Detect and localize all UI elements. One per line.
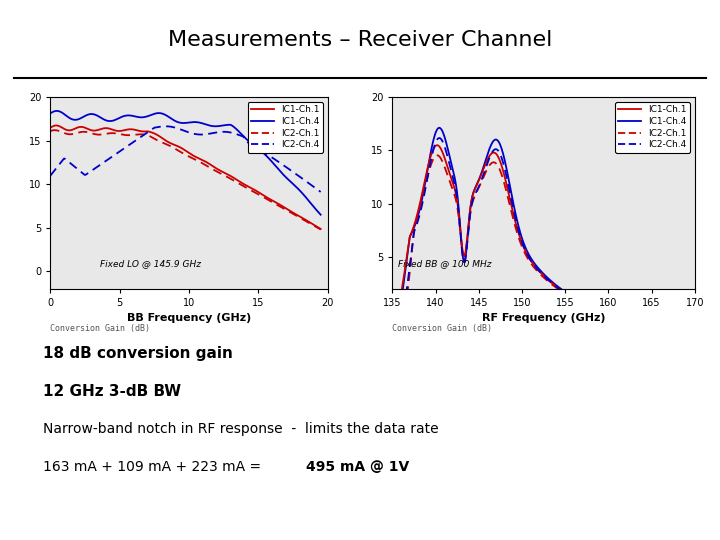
X-axis label: RF Frequency (GHz): RF Frequency (GHz) — [482, 314, 606, 323]
Text: 18 dB conversion gain: 18 dB conversion gain — [43, 346, 233, 361]
Legend: IC1-Ch.1, IC1-Ch.4, IC2-Ch.1, IC2-Ch.4: IC1-Ch.1, IC1-Ch.4, IC2-Ch.1, IC2-Ch.4 — [615, 102, 690, 153]
Text: Conversion Gain (dB): Conversion Gain (dB) — [50, 324, 150, 333]
Text: 163 mA + 109 mA + 223 mA =: 163 mA + 109 mA + 223 mA = — [43, 460, 266, 474]
X-axis label: BB Frequency (GHz): BB Frequency (GHz) — [127, 314, 251, 323]
Text: Measurements – Receiver Channel: Measurements – Receiver Channel — [168, 30, 552, 50]
Text: Fixed LO @ 145.9 GHz: Fixed LO @ 145.9 GHz — [100, 259, 202, 268]
Text: Fixed BB @ 100 MHz: Fixed BB @ 100 MHz — [398, 259, 492, 268]
Text: 12 GHz 3-dB BW: 12 GHz 3-dB BW — [43, 384, 181, 399]
Text: Narrow-band notch in RF response  -  limits the data rate: Narrow-band notch in RF response - limit… — [43, 422, 438, 436]
Legend: IC1-Ch.1, IC1-Ch.4, IC2-Ch.1, IC2-Ch.4: IC1-Ch.1, IC1-Ch.4, IC2-Ch.1, IC2-Ch.4 — [248, 102, 323, 153]
Text: Conversion Gain (dB): Conversion Gain (dB) — [392, 324, 492, 333]
Text: 495 mA @ 1V: 495 mA @ 1V — [306, 460, 409, 474]
